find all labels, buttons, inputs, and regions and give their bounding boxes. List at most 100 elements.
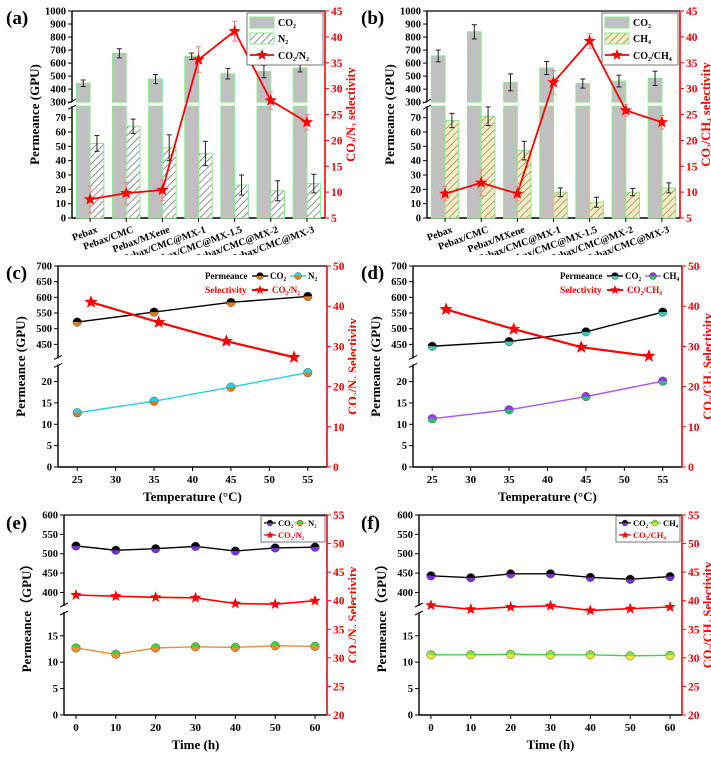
legend-title: Selectivity	[560, 286, 602, 296]
selectivity-point	[544, 599, 557, 611]
permeance-point-bottom	[581, 331, 591, 337]
permeance-point-outline	[658, 376, 668, 386]
permeance-point-bottom	[506, 654, 515, 659]
y2-tick-label: 20	[333, 382, 345, 394]
permeance-point-bottom	[625, 655, 635, 661]
y-axis-title: Permeance (GPU)	[27, 64, 42, 165]
permeance-point-bottom	[310, 646, 320, 651]
y-tick-label: 10	[42, 420, 53, 431]
y2-tick-label: 30	[333, 653, 345, 665]
permeance-point-outline	[310, 641, 320, 651]
legend-star	[266, 531, 274, 539]
permeance-point-outline	[151, 643, 161, 653]
y-tick-label: 5	[402, 441, 407, 452]
x-tick-label: 40	[230, 722, 242, 734]
legend-label: CO₂/N₂	[272, 285, 300, 295]
x-tick-label: 10	[465, 722, 477, 734]
legend-marker-top	[649, 272, 657, 276]
legend-label: CO₂	[278, 18, 296, 29]
y2-tick-label: 0	[688, 462, 694, 474]
legend-swatch-co2	[249, 16, 275, 29]
permeance-point-top	[270, 641, 280, 646]
permeance-point-bottom	[71, 545, 81, 551]
y-tick-label: 30	[56, 170, 67, 181]
selectivity-point	[228, 24, 241, 37]
panel-e: 400 450 500 550 600 0 5 10 15 20 25 30 35 40 45 50 55 Per…	[0, 505, 360, 754]
y2-tick-label: 35	[688, 624, 700, 636]
legend-label: CO₂/CH₄	[627, 285, 662, 295]
bar-co2	[430, 55, 446, 103]
permeance-point-top	[310, 642, 320, 647]
permeance-point-outline	[585, 650, 595, 660]
y-tick-label: 400	[42, 588, 58, 599]
y2-tick-label: 50	[688, 261, 700, 273]
selectivity-point	[309, 594, 321, 606]
permeance-point-outline	[190, 541, 200, 551]
y-tick-label: 1000	[45, 7, 66, 18]
permeance-point-outline	[665, 572, 675, 582]
y-tick-label: 500	[42, 549, 58, 560]
legend: CO₂ CH₄ CO₂/CH₄	[615, 515, 681, 543]
selectivity-point	[574, 340, 588, 353]
y-tick-label: 0	[53, 711, 58, 722]
y2-tick-label: 25	[688, 681, 700, 693]
permeance-point-top	[191, 542, 200, 547]
line-chart-f: 4004505005506000510152025303540455055Per…	[361, 510, 711, 752]
y-tick-label: 500	[391, 324, 407, 335]
bar-ch	[480, 115, 496, 219]
legend-star	[621, 531, 629, 539]
y-tick-label: 10	[48, 658, 59, 669]
legend-marker-outline	[256, 272, 264, 280]
permeance-point-top	[625, 651, 635, 656]
permeance-line	[432, 311, 663, 347]
permeance-point-outline	[149, 307, 159, 317]
permeance-point-outline	[545, 650, 555, 660]
y-tick-label: 5	[53, 684, 58, 695]
y-tick-label: 900	[405, 20, 421, 31]
permeance-point-top	[546, 569, 555, 574]
legend-label: CO₂/N₂	[278, 51, 309, 62]
permeance-point-bottom	[427, 418, 437, 424]
permeance-point-bottom	[226, 387, 236, 392]
selectivity-point	[624, 602, 636, 614]
y2-tick-label: 55	[688, 510, 700, 522]
permeance-point-top	[270, 543, 280, 548]
permeance-point-bottom	[231, 647, 240, 652]
selectivity-point	[504, 601, 517, 612]
permeance-point-top	[466, 573, 476, 578]
y-tick-label: 10	[403, 658, 414, 669]
permeance-point-top	[149, 307, 159, 313]
panel-label: (c)	[6, 263, 27, 284]
legend: CO₂ CH₄ CO₂/CH₄	[601, 12, 679, 66]
y-tick-label: 550	[391, 309, 407, 320]
legend-star	[255, 285, 265, 294]
permeance-point-bottom	[303, 372, 313, 377]
permeance-point-top	[310, 542, 320, 548]
y-tick-label: 700	[405, 46, 421, 57]
selectivity-point	[300, 115, 314, 128]
permeance-point-outline	[72, 408, 82, 418]
legend-label: CO₂	[270, 271, 287, 281]
selectivity-point	[475, 176, 488, 189]
selectivity-point	[619, 103, 632, 116]
y-axis-title: Permeance (GPU)	[13, 316, 28, 417]
axis-break-mark	[53, 363, 63, 368]
axis-break-mark	[408, 363, 418, 368]
permeance-point-bottom	[625, 579, 635, 584]
y2-tick-label: 20	[333, 710, 345, 722]
y2-tick-label: 50	[333, 261, 345, 273]
permeance-point-top	[586, 573, 595, 578]
selectivity-point	[83, 192, 97, 205]
selectivity-point	[439, 302, 453, 316]
bar-co2-lower	[111, 105, 127, 219]
permeance-point-top	[504, 405, 514, 410]
permeance-point-outline	[427, 414, 437, 424]
axis-break-mark	[414, 602, 424, 608]
permeance-point-bottom	[231, 551, 240, 556]
y-tick-label: 550	[36, 309, 52, 320]
selectivity-point	[189, 591, 202, 603]
permeance-point-top	[226, 298, 236, 303]
y2-tick-label: 45	[686, 6, 698, 18]
y-tick-label: 600	[405, 59, 421, 70]
permeance-point-outline	[303, 291, 313, 301]
